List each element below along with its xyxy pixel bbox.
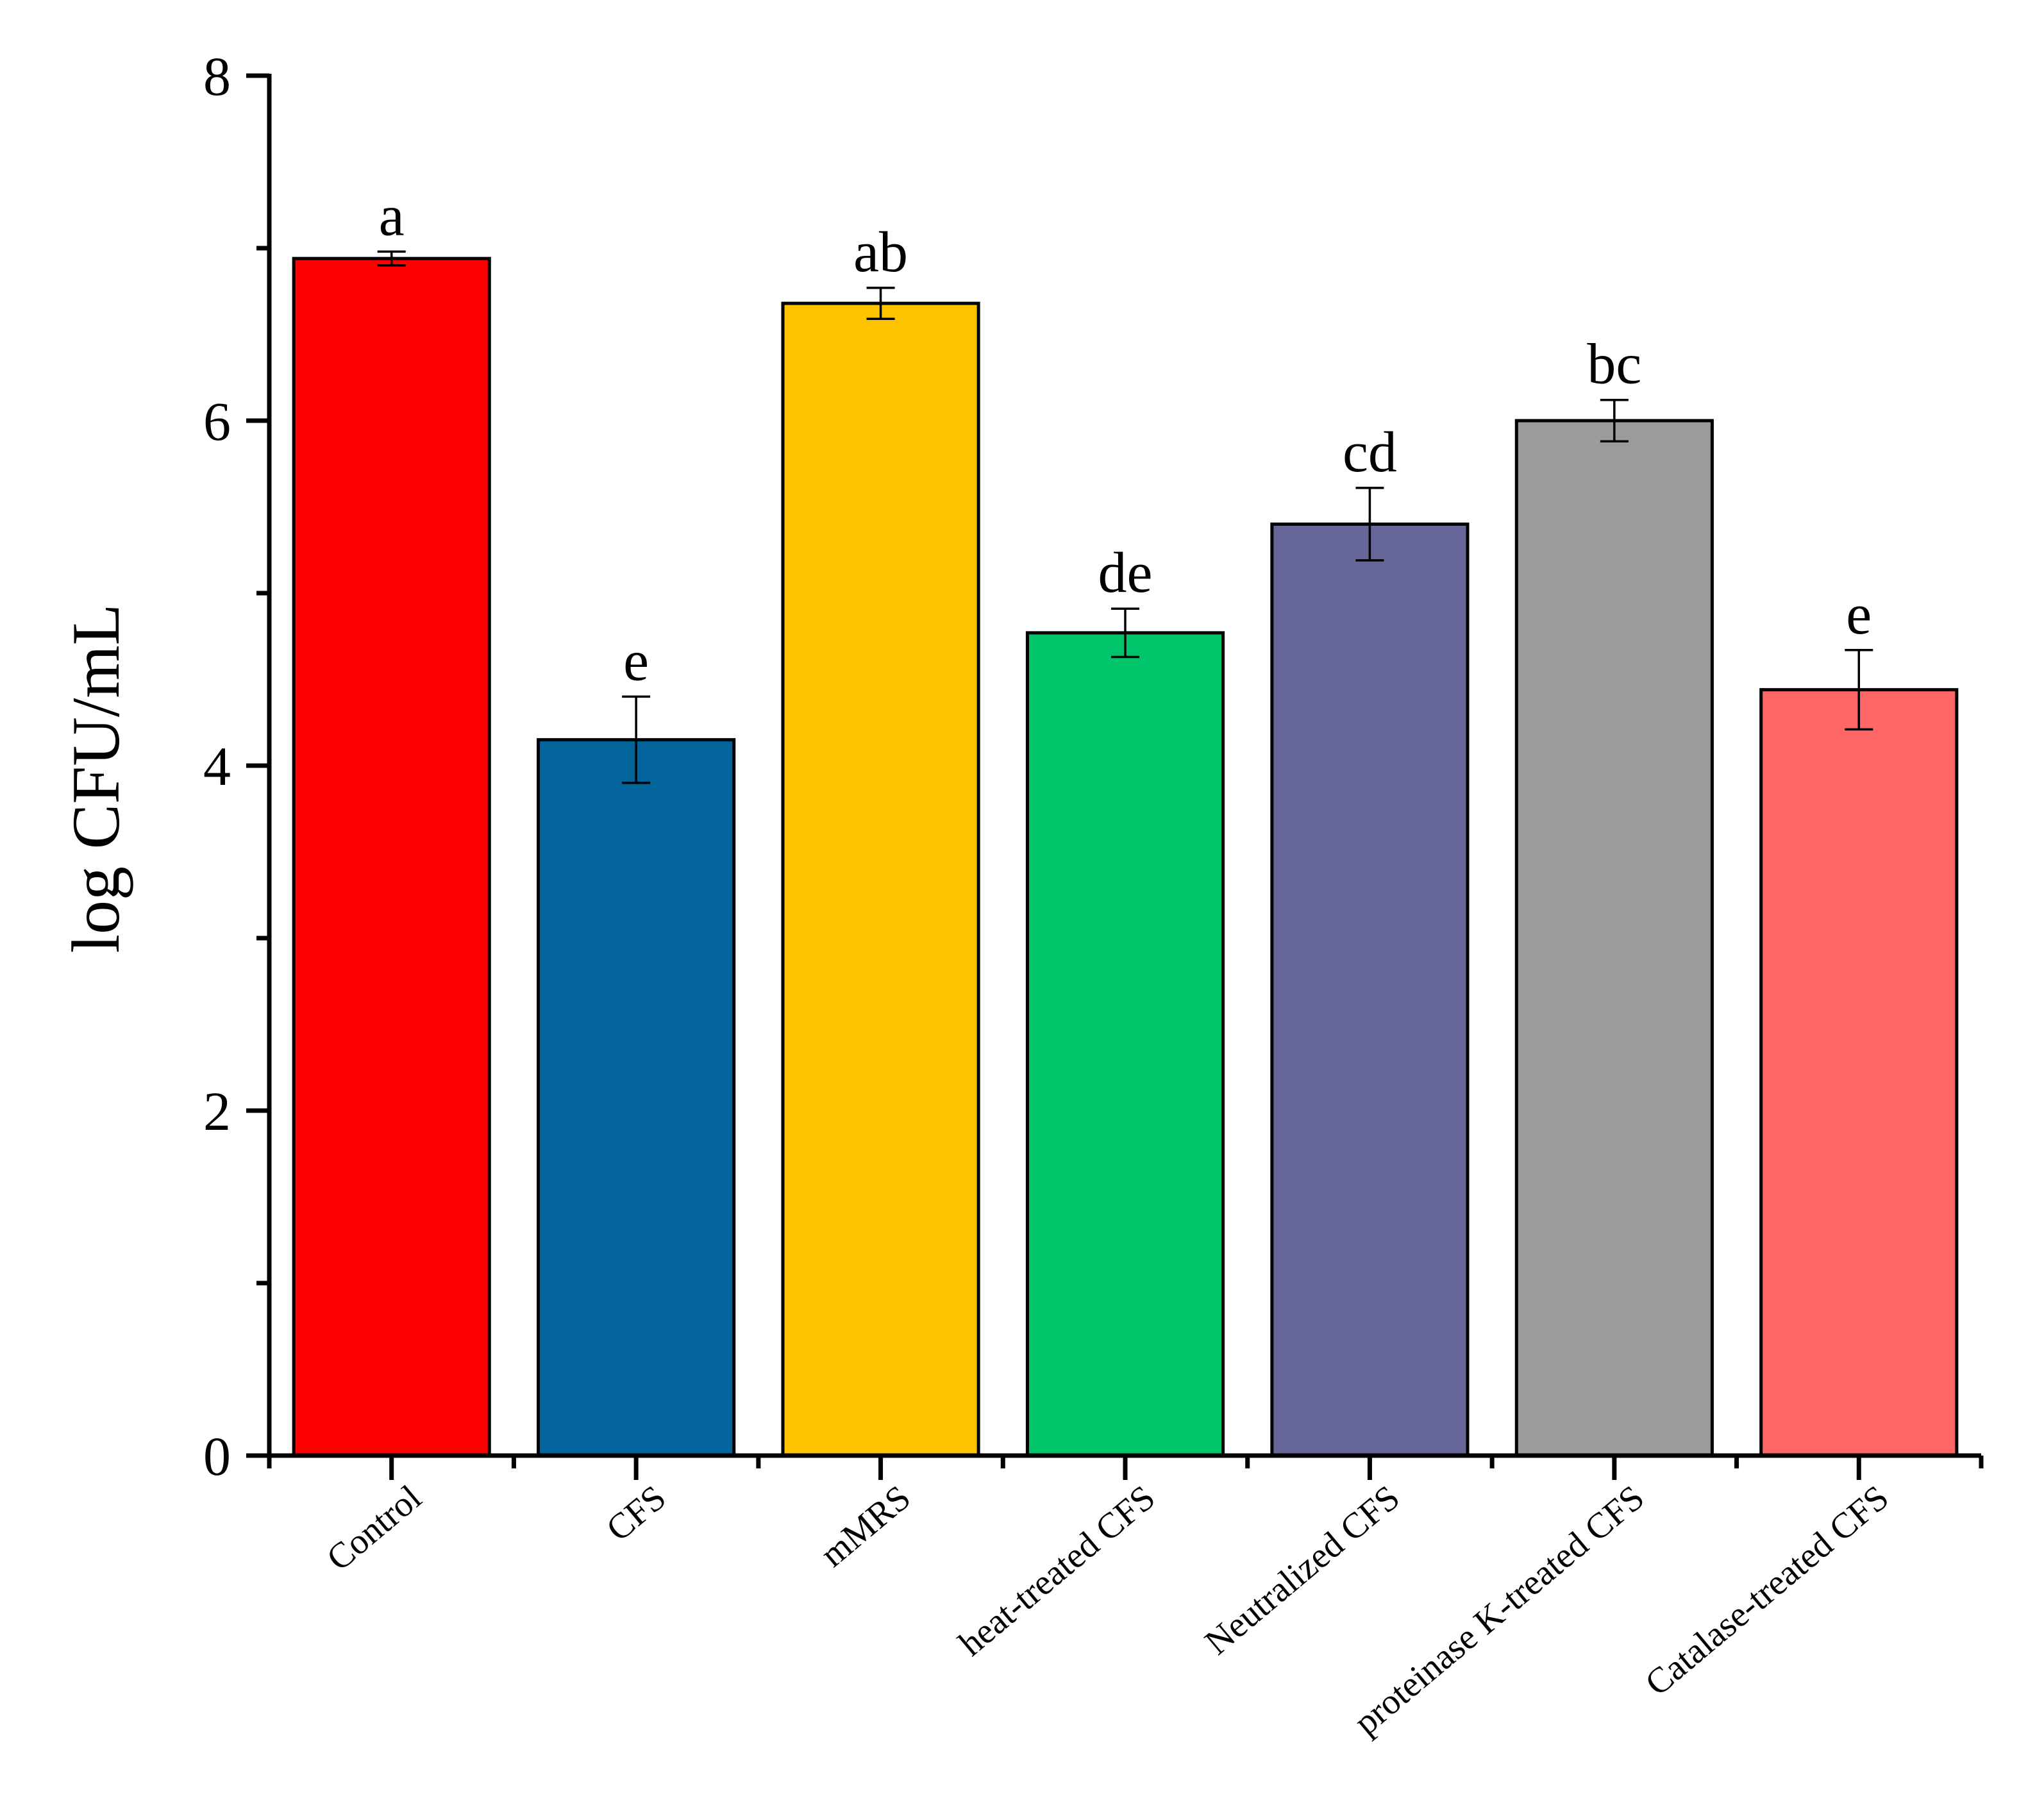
bars xyxy=(292,256,1959,1458)
bar xyxy=(292,256,491,1458)
x-category-label: mMRS xyxy=(813,1477,918,1575)
x-category-label: Neutralized CFS xyxy=(1198,1477,1407,1662)
significance-label: cd xyxy=(1343,421,1397,484)
y-tick-label: 8 xyxy=(203,46,231,107)
significance-label: e xyxy=(623,629,649,693)
x-category-label: Control xyxy=(319,1477,429,1578)
y-tick-label: 4 xyxy=(203,735,231,797)
significance-label: de xyxy=(1098,541,1153,605)
significance-label: e xyxy=(1846,583,1872,646)
error-bars xyxy=(377,250,1873,784)
y-tick-label: 2 xyxy=(203,1080,231,1142)
bar xyxy=(1514,419,1714,1458)
bar xyxy=(1025,631,1225,1458)
y-tick-label: 6 xyxy=(203,391,231,452)
significance-label: a xyxy=(379,184,405,248)
significance-label: ab xyxy=(853,221,908,284)
bar xyxy=(537,738,736,1458)
x-category-label: CFS xyxy=(599,1477,673,1549)
bar xyxy=(781,301,980,1458)
y-tick-label: 0 xyxy=(203,1425,231,1487)
bar xyxy=(1270,522,1470,1458)
significance-label: bc xyxy=(1587,333,1641,396)
x-category-label: heat-treated CFS xyxy=(951,1477,1162,1663)
x-category-label: Catalase-treated CFS xyxy=(1638,1477,1896,1703)
bar xyxy=(1759,688,1959,1458)
y-axis-label: log CFU/mL xyxy=(58,604,133,954)
ticks xyxy=(246,73,1984,1480)
